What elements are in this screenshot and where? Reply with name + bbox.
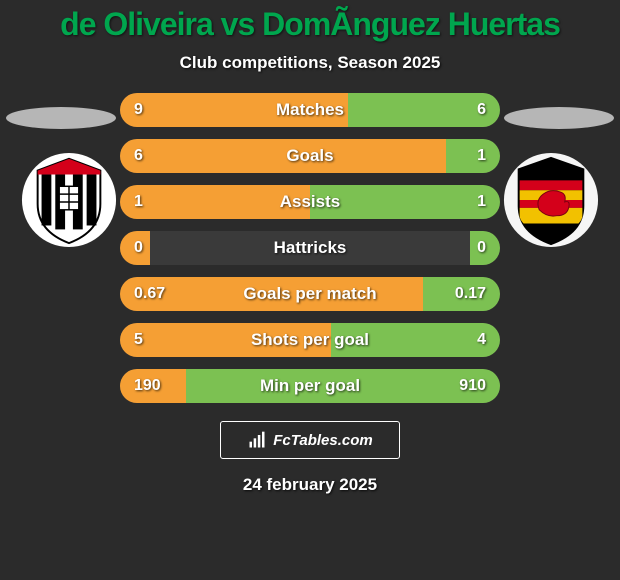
stat-bar: 54Shots per goal <box>120 323 500 357</box>
player-shadow-right <box>504 107 614 129</box>
stat-bar-label: Goals per match <box>120 277 500 311</box>
stat-bar: 0.670.17Goals per match <box>120 277 500 311</box>
subtitle: Club competitions, Season 2025 <box>180 53 441 73</box>
stat-bars: 96Matches 61Goals 11Assists 00Hattricks 0.67… <box>120 93 500 403</box>
stat-bar: 96Matches <box>120 93 500 127</box>
stat-bar: 11Assists <box>120 185 500 219</box>
chart-icon <box>247 430 267 450</box>
club-crest-left <box>20 151 118 249</box>
stat-bar-label: Shots per goal <box>120 323 500 357</box>
stat-bar-label: Matches <box>120 93 500 127</box>
stat-bar-label: Hattricks <box>120 231 500 265</box>
stat-bar-label: Assists <box>120 185 500 219</box>
comparison-body: 96Matches 61Goals 11Assists 00Hattricks 0.67… <box>0 93 620 403</box>
stat-bar: 190910Min per goal <box>120 369 500 403</box>
date-text: 24 february 2025 <box>243 475 377 495</box>
stat-bar: 00Hattricks <box>120 231 500 265</box>
player-shadow-left <box>6 107 116 129</box>
watermark-text: FcTables.com <box>273 432 372 449</box>
club-crest-right <box>502 151 600 249</box>
stat-bar: 61Goals <box>120 139 500 173</box>
page-title: de Oliveira vs DomÃ­nguez Huertas <box>60 6 560 43</box>
stat-bar-label: Min per goal <box>120 369 500 403</box>
stat-bar-label: Goals <box>120 139 500 173</box>
comparison-card: de Oliveira vs DomÃ­nguez Huertas Club c… <box>0 0 620 580</box>
watermark-badge: FcTables.com <box>220 421 400 459</box>
